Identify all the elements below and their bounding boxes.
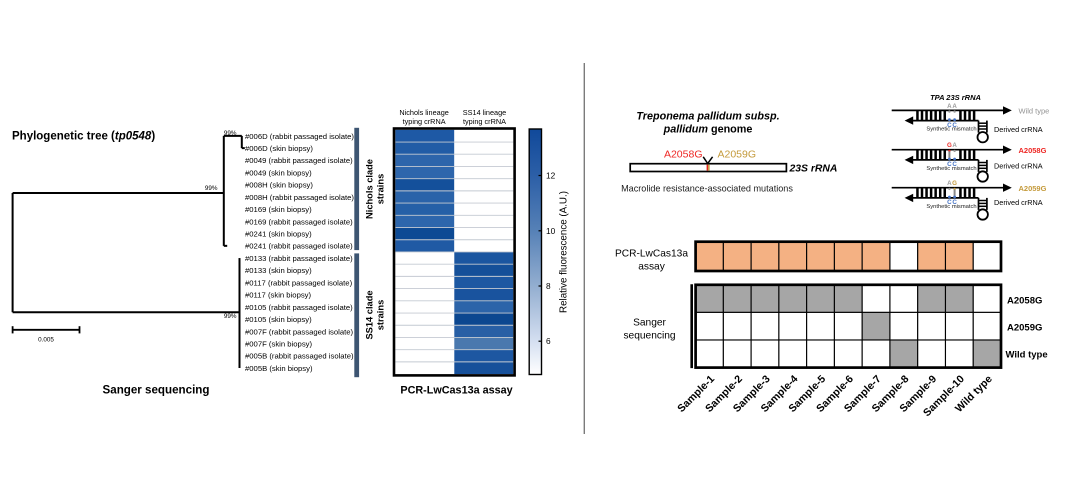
svg-text:#0049 (rabbit passaged isolate: #0049 (rabbit passaged isolate) bbox=[245, 156, 353, 165]
svg-text:Synthetic mismatch: Synthetic mismatch bbox=[926, 166, 976, 172]
svg-text:Macrolide resistance-associate: Macrolide resistance-associated mutation… bbox=[621, 184, 793, 194]
svg-text:0.005: 0.005 bbox=[38, 337, 54, 344]
svg-text:Synthetic mismatch: Synthetic mismatch bbox=[926, 204, 976, 210]
svg-text:#0133 (rabbit passaged isolate: #0133 (rabbit passaged isolate) bbox=[245, 254, 353, 263]
svg-text:99%: 99% bbox=[224, 130, 237, 137]
svg-text:assay: assay bbox=[638, 262, 666, 273]
svg-text:99%: 99% bbox=[205, 185, 218, 192]
svg-text:Phylogenetic tree (tp0548): Phylogenetic tree (tp0548) bbox=[12, 131, 155, 143]
svg-text:PCR-LwCas13a assay: PCR-LwCas13a assay bbox=[400, 385, 512, 397]
svg-text:6: 6 bbox=[546, 336, 551, 346]
svg-text:12: 12 bbox=[546, 171, 556, 181]
svg-text:#008H (rabbit passaged isolate: #008H (rabbit passaged isolate) bbox=[245, 193, 354, 202]
svg-text:Sanger sequencing: Sanger sequencing bbox=[103, 384, 210, 397]
svg-text:#005B (rabbit passaged isolate: #005B (rabbit passaged isolate) bbox=[245, 352, 354, 361]
svg-text:C: C bbox=[952, 161, 957, 168]
svg-text:#0049 (skin biopsy): #0049 (skin biopsy) bbox=[245, 168, 312, 177]
svg-text:#006D (skin biopsy): #006D (skin biopsy) bbox=[245, 144, 313, 153]
svg-text:Derived crRNA: Derived crRNA bbox=[994, 125, 1043, 134]
svg-text:#007F (rabbit passaged isolate: #007F (rabbit passaged isolate) bbox=[245, 327, 354, 336]
svg-text:G: G bbox=[947, 142, 952, 149]
svg-text:strains: strains bbox=[376, 300, 386, 331]
svg-text:A2058G: A2058G bbox=[1019, 146, 1047, 155]
svg-text:#0105 (skin biopsy): #0105 (skin biopsy) bbox=[245, 315, 312, 324]
svg-text:#0133 (skin biopsy): #0133 (skin biopsy) bbox=[245, 266, 312, 275]
svg-text:typing crRNA: typing crRNA bbox=[463, 117, 506, 126]
svg-text:A: A bbox=[947, 103, 952, 110]
svg-text:#0169 (rabbit passaged isolate: #0169 (rabbit passaged isolate) bbox=[245, 217, 353, 226]
svg-text:Wild type: Wild type bbox=[1006, 350, 1048, 361]
svg-text:PCR-LwCas13a: PCR-LwCas13a bbox=[615, 249, 688, 260]
svg-text:A2058G: A2058G bbox=[664, 149, 703, 161]
svg-text:#0117 (rabbit passaged isolate: #0117 (rabbit passaged isolate) bbox=[245, 278, 353, 287]
svg-text:typing crRNA: typing crRNA bbox=[403, 117, 446, 126]
svg-text:Sanger: Sanger bbox=[633, 318, 666, 329]
svg-text:strains: strains bbox=[376, 174, 386, 205]
svg-text:Treponema pallidum subsp.: Treponema pallidum subsp. bbox=[636, 111, 779, 123]
svg-text:SS14 lineage: SS14 lineage bbox=[463, 108, 506, 117]
svg-text:#006D (rabbit passaged isolate: #006D (rabbit passaged isolate) bbox=[245, 132, 354, 141]
svg-text:A2058G: A2058G bbox=[1007, 296, 1042, 307]
svg-text:C: C bbox=[947, 199, 952, 206]
svg-text:C: C bbox=[952, 199, 957, 206]
svg-text:#007F (skin biopsy): #007F (skin biopsy) bbox=[245, 339, 313, 348]
svg-text:#0169 (skin biopsy): #0169 (skin biopsy) bbox=[245, 205, 312, 214]
svg-text:23S rRNA: 23S rRNA bbox=[789, 163, 838, 174]
svg-text:Derived crRNA: Derived crRNA bbox=[994, 161, 1043, 170]
svg-text:C: C bbox=[947, 161, 952, 168]
svg-text:TPA 23S rRNA: TPA 23S rRNA bbox=[930, 93, 981, 102]
svg-text:A: A bbox=[947, 180, 952, 187]
svg-text:10: 10 bbox=[546, 226, 556, 236]
svg-text:G: G bbox=[952, 180, 957, 187]
svg-text:A2059G: A2059G bbox=[1019, 184, 1047, 193]
svg-text:A: A bbox=[952, 103, 957, 110]
svg-text:A: A bbox=[952, 142, 957, 149]
svg-text:A2059G: A2059G bbox=[718, 149, 757, 161]
svg-text:#0241 (rabbit passaged isolate: #0241 (rabbit passaged isolate) bbox=[245, 242, 353, 251]
svg-text:sequencing: sequencing bbox=[623, 331, 675, 342]
svg-text:Synthetic mismatch: Synthetic mismatch bbox=[926, 127, 976, 133]
svg-text:99%: 99% bbox=[224, 313, 237, 320]
svg-text:#005B (skin biopsy): #005B (skin biopsy) bbox=[245, 364, 313, 373]
svg-text:#0117 (skin biopsy): #0117 (skin biopsy) bbox=[245, 291, 312, 300]
svg-text:SS14 clade: SS14 clade bbox=[365, 290, 375, 339]
svg-text:pallidum genome: pallidum genome bbox=[663, 124, 753, 136]
svg-text:#008H (skin biopsy): #008H (skin biopsy) bbox=[245, 181, 313, 190]
svg-text:Relative fluorescence (A.U.): Relative fluorescence (A.U.) bbox=[559, 191, 570, 313]
svg-text:A2059G: A2059G bbox=[1007, 323, 1042, 334]
svg-text:Derived crRNA: Derived crRNA bbox=[994, 198, 1043, 207]
svg-text:Nichols clade: Nichols clade bbox=[365, 159, 375, 219]
svg-text:#0241 (skin biopsy): #0241 (skin biopsy) bbox=[245, 230, 312, 239]
svg-text:C: C bbox=[952, 122, 957, 129]
svg-text:Wild type: Wild type bbox=[1019, 107, 1050, 116]
svg-text:C: C bbox=[947, 122, 952, 129]
svg-text:Nichols lineage: Nichols lineage bbox=[399, 108, 449, 117]
svg-text:8: 8 bbox=[546, 281, 551, 291]
svg-text:#0105 (rabbit passaged isolate: #0105 (rabbit passaged isolate) bbox=[245, 303, 353, 312]
